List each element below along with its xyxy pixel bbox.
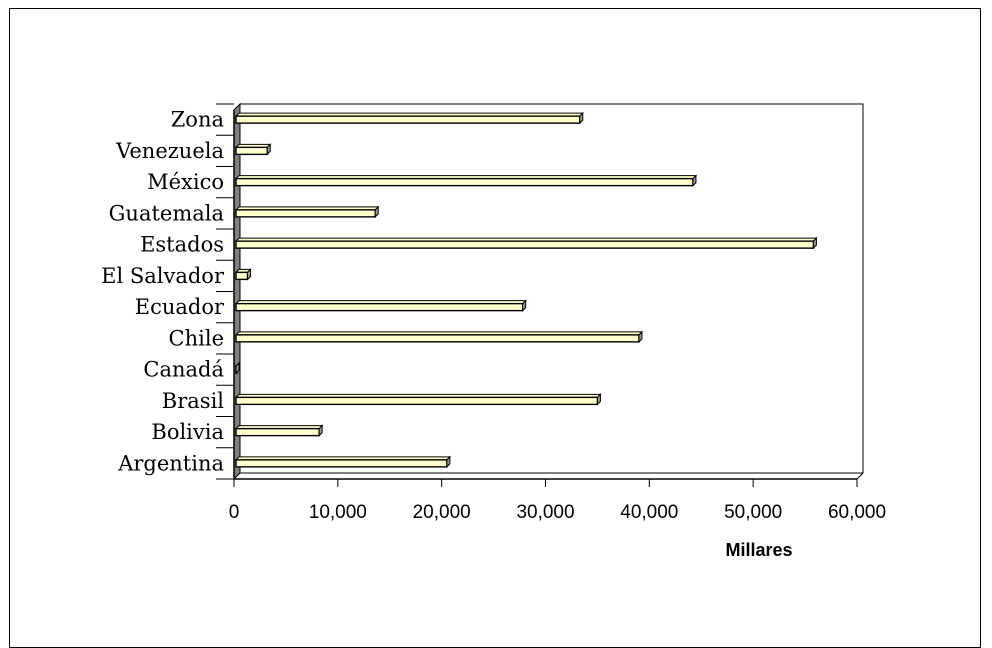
bars [234, 111, 818, 469]
category-label: Guatemala [109, 201, 224, 225]
bar-side [266, 143, 271, 156]
bar-front [235, 427, 320, 437]
bar-front [235, 271, 249, 281]
bar-front [235, 146, 268, 156]
bar-chart: Argentina Bolivia Brasil Canadá Chile Ecuador… [101, 102, 886, 560]
side-wall [233, 102, 241, 481]
category-label: Canadá [143, 358, 224, 382]
bar [234, 143, 272, 156]
category-label: El Salvador [101, 264, 225, 288]
bar [234, 299, 527, 312]
x-axis-title: Millares [725, 540, 792, 560]
bar-side [579, 111, 584, 125]
category-label: Brasil [162, 389, 224, 413]
bar [234, 361, 241, 375]
category-label: Chile [169, 326, 224, 350]
category-label: Zona [171, 108, 224, 132]
x-tick-label: 30,000 [516, 502, 574, 523]
category-label: Argentina [117, 451, 224, 475]
x-tick-label: 0 [229, 502, 240, 523]
x-axis-ticks: 0 10,000 20,000 30,000 40,000 50,000 60,000 [229, 479, 886, 523]
x-tick-label: 60,000 [828, 502, 886, 523]
x-tick-label: 40,000 [620, 502, 678, 523]
bar-front [235, 240, 815, 249]
x-tick-label: 20,000 [413, 502, 471, 523]
bar-side [318, 424, 323, 437]
chart-frame: Argentina Bolivia Brasil Canadá Chile Ecuador… [9, 8, 981, 648]
bar [234, 205, 380, 219]
category-label: Estados [140, 233, 224, 257]
bar-front [235, 334, 640, 343]
bar-side [638, 330, 643, 344]
bar-front [235, 459, 448, 468]
bar-front [235, 302, 524, 312]
category-label: Ecuador [135, 295, 225, 319]
category-labels: Argentina Bolivia Brasil Canadá Chile Ecuador… [101, 108, 225, 476]
x-tick-label: 10,000 [309, 502, 367, 523]
bar-front [235, 115, 581, 124]
bar [234, 268, 252, 281]
bar [234, 111, 584, 125]
bar-front [235, 177, 694, 187]
bar [234, 393, 602, 406]
x-tick-label: 50,000 [724, 502, 782, 523]
bar-front [235, 396, 599, 406]
bar-side [812, 236, 817, 250]
bar-side [374, 205, 379, 219]
category-label: Bolivia [151, 420, 224, 444]
bar [234, 455, 452, 469]
bar [234, 424, 324, 437]
category-label: México [147, 170, 224, 194]
bar-side [246, 268, 251, 281]
bar [234, 174, 698, 187]
bar-side [446, 455, 451, 469]
bar-side [596, 393, 601, 406]
bar-side [522, 299, 527, 312]
bar-front [235, 209, 376, 218]
plot-outline [240, 103, 864, 480]
bar-side [235, 361, 240, 375]
bar [234, 330, 644, 344]
chart-walls [216, 102, 864, 481]
category-label: Venezuela [115, 139, 224, 163]
bar [234, 236, 818, 250]
bar-side [692, 174, 697, 187]
